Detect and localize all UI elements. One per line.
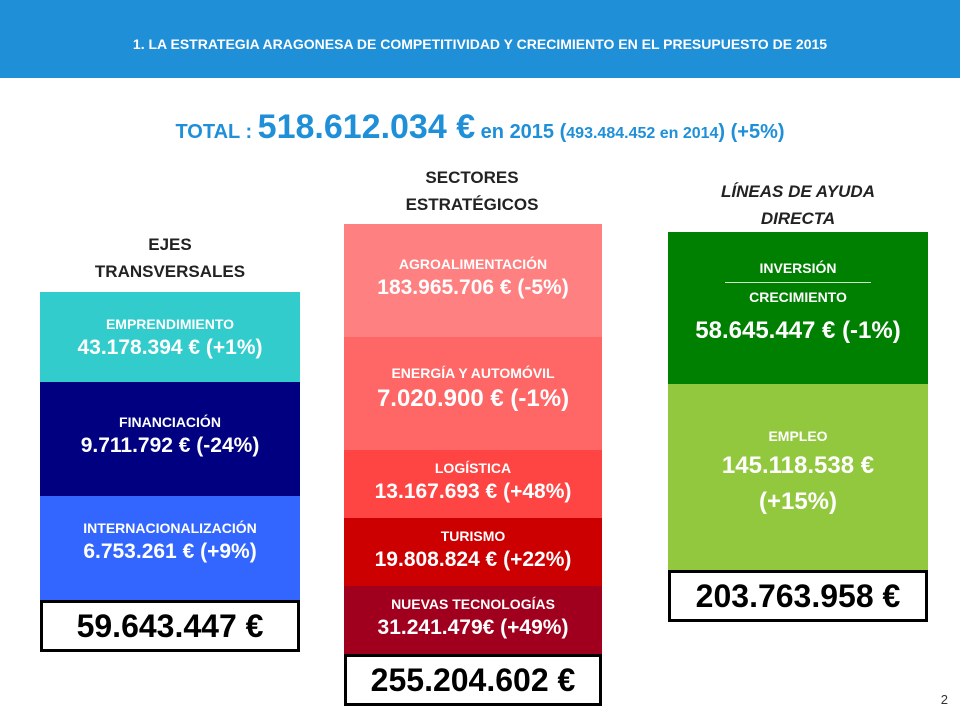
ejes-title-line1: EJES (148, 235, 192, 254)
sectores-total: 255.204.602 € (344, 654, 602, 706)
total-mid: en 2015 ( (475, 121, 567, 143)
linea-empleo-block: EMPLEO 145.118.538 € (+15%) (668, 384, 928, 570)
total-suffix: ) (+5%) (718, 121, 785, 143)
header-title: 1. LA ESTRATEGIA ARAGONESA DE COMPETITIV… (132, 36, 828, 52)
ejes-total: 59.643.447 € (40, 600, 300, 652)
logistica-label: LOGÍSTICA (434, 460, 512, 476)
header-bar: 1. LA ESTRATEGIA ARAGONESA DE COMPETITIV… (0, 0, 960, 78)
emprendimiento-value: 43.178.394 € (+1%) (77, 336, 263, 359)
sector-nuevas-tecnologias-block: NUEVAS TECNOLOGÍAS 31.241.479€ (+49%) (344, 586, 602, 654)
ejes-financiacion-block: FINANCIACIÓN 9.711.792 € (-24%) (40, 382, 300, 496)
financiacion-value: 9.711.792 € (-24%) (80, 434, 260, 457)
lineas-title: LÍNEAS DE AYUDA DIRECTA (668, 178, 928, 232)
lineas-total: 203.763.958 € (668, 570, 928, 622)
internacionalizacion-label: INTERNACIONALIZACIÓN (83, 520, 257, 536)
empleo-label: EMPLEO (768, 428, 828, 444)
sector-energia-block: ENERGÍA Y AUTOMÓVIL 7.020.900 € (-1%) (344, 337, 602, 450)
total-prev: 493.484.452 en 2014 (566, 125, 719, 142)
sector-agroalimentacion-block: AGROALIMENTACIÓN 183.965.706 € (-5%) (344, 224, 602, 337)
total-line: TOTAL : 518.612.034 € en 2015 (493.484.4… (0, 108, 960, 147)
total-amount: 518.612.034 € (257, 108, 476, 146)
agroalimentacion-value: 183.965.706 € (-5%) (377, 276, 569, 299)
sectores-title-line1: SECTORES (425, 168, 519, 187)
ejes-title: EJES TRANSVERSALES (40, 231, 300, 285)
crecimiento-label: CRECIMIENTO (749, 289, 847, 305)
ejes-internacionalizacion-block: INTERNACIONALIZACIÓN 6.753.261 € (+9%) (40, 496, 300, 600)
lineas-title-line2: DIRECTA (760, 209, 836, 228)
page-number: 2 (940, 692, 948, 707)
internacionalizacion-value: 6.753.261 € (+9%) (83, 540, 257, 563)
nuevas-tecnologias-label: NUEVAS TECNOLOGÍAS (391, 596, 555, 612)
ejes-title-line2: TRANSVERSALES (94, 262, 246, 281)
turismo-value: 19.808.824 € (+22%) (374, 548, 572, 571)
lineas-title-line1: LÍNEAS DE AYUDA (721, 182, 875, 201)
empleo-value: 145.118.538 € (721, 452, 875, 479)
sector-logistica-block: LOGÍSTICA 13.167.693 € (+48%) (344, 450, 602, 518)
sectores-title-line2: ESTRATÉGICOS (405, 195, 539, 214)
total-prefix: TOTAL : (175, 121, 258, 143)
energia-value: 7.020.900 € (-1%) (376, 385, 570, 412)
inversion-divider (725, 282, 871, 283)
financiacion-label: FINANCIACIÓN (119, 414, 221, 430)
emprendimiento-label: EMPRENDIMIENTO (105, 316, 235, 332)
inversion-label: INVERSIÓN (759, 260, 837, 276)
agroalimentacion-label: AGROALIMENTACIÓN (398, 256, 548, 272)
turismo-label: TURISMO (440, 528, 506, 544)
sector-turismo-block: TURISMO 19.808.824 € (+22%) (344, 518, 602, 586)
linea-inversion-block: INVERSIÓN CRECIMIENTO 58.645.447 € (-1%) (668, 232, 928, 384)
nuevas-tecnologias-value: 31.241.479€ (+49%) (377, 616, 569, 639)
ejes-emprendimiento-block: EMPRENDIMIENTO 43.178.394 € (+1%) (40, 292, 300, 382)
sectores-title: SECTORES ESTRATÉGICOS (342, 164, 602, 218)
inversion-value: 58.645.447 € (-1%) (695, 317, 901, 344)
empleo-change: (+15%) (758, 488, 838, 515)
logistica-value: 13.167.693 € (+48%) (374, 480, 572, 503)
energia-label: ENERGÍA Y AUTOMÓVIL (391, 365, 555, 381)
